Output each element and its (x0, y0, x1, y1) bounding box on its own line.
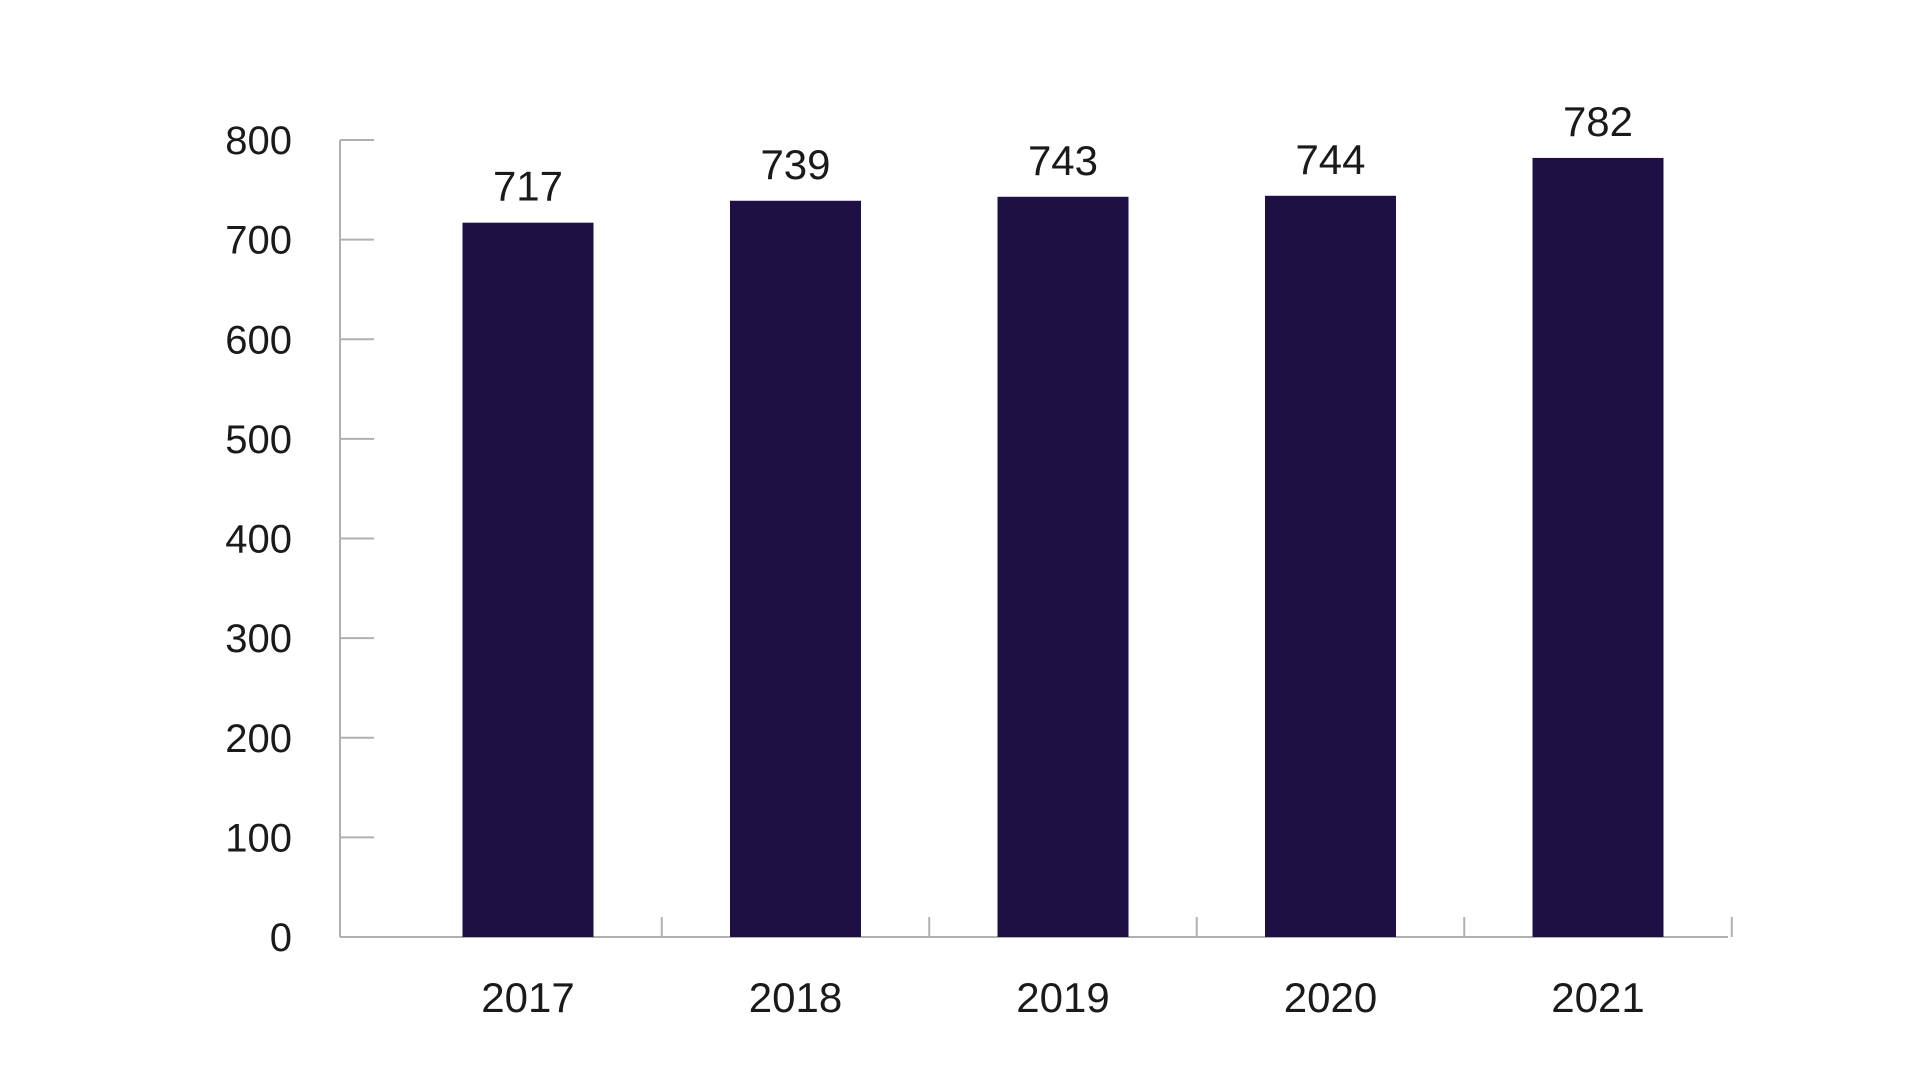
y-tick-label: 500 (225, 418, 292, 462)
x-tick-label-2017: 2017 (481, 974, 574, 1021)
y-tick-label: 400 (225, 518, 292, 562)
y-tick-label: 0 (270, 916, 292, 960)
bars-group (462, 157, 1664, 938)
x-tick-label-2019: 2019 (1016, 974, 1109, 1021)
x-tick-label-2020: 2020 (1284, 974, 1377, 1021)
value-labels-group: 717 739 743 744 782 (493, 98, 1633, 210)
data-label-2021: 782 (1563, 98, 1633, 145)
y-axis: 0 100 200 300 400 500 600 700 800 (225, 119, 374, 960)
y-tick-label: 100 (225, 816, 292, 860)
x-tick-label-2018: 2018 (749, 974, 842, 1021)
y-tick-label: 800 (225, 119, 292, 163)
bar-2019 (997, 196, 1129, 937)
y-tick-label: 200 (225, 717, 292, 761)
y-tick-label: 700 (225, 219, 292, 263)
bar-2018 (730, 200, 861, 938)
data-label-2019: 743 (1028, 137, 1098, 184)
data-label-2018: 739 (760, 141, 830, 188)
bar-2017 (462, 222, 594, 938)
bar-2020 (1265, 195, 1396, 938)
data-label-2017: 717 (493, 163, 563, 210)
x-tick-label-2021: 2021 (1551, 974, 1644, 1021)
y-tick-label: 300 (225, 617, 292, 661)
y-tick-label: 600 (225, 318, 292, 362)
bar-2021 (1532, 157, 1664, 937)
data-label-2020: 744 (1295, 136, 1365, 183)
